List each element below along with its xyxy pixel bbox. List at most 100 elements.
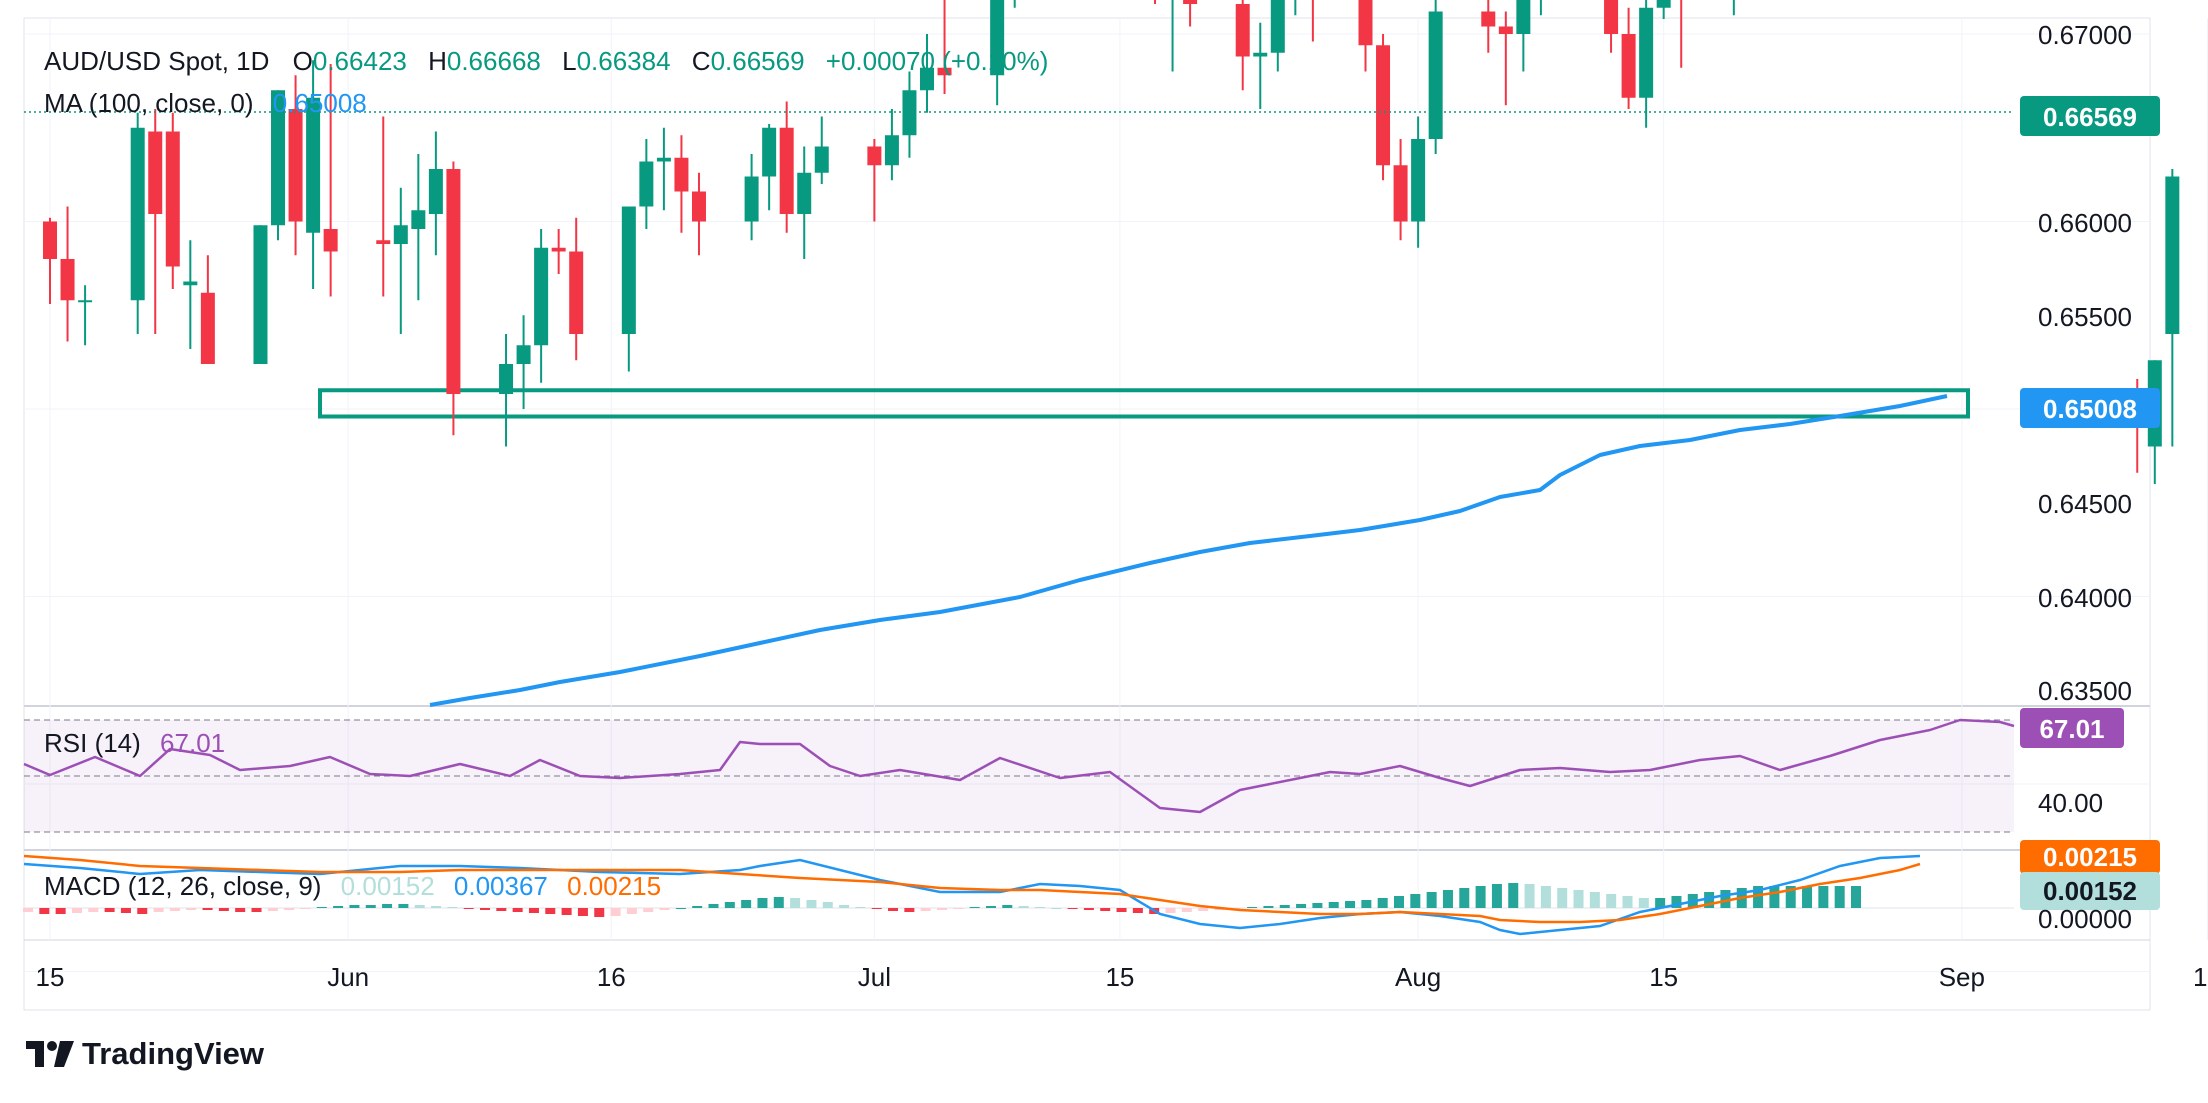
macd-zero-label: 0.00000 xyxy=(2038,904,2132,934)
candle xyxy=(920,34,934,113)
macd-histogram-bar xyxy=(137,908,148,914)
candle-body xyxy=(1183,0,1198,4)
candle xyxy=(1639,0,1654,128)
rsi-legend[interactable]: RSI (14) 67.01 xyxy=(44,728,225,759)
brand-name: TradingView xyxy=(82,1036,265,1071)
macd-legend[interactable]: MACD (12, 26, close, 9) 0.00152 0.00367 … xyxy=(44,871,661,902)
macd-legend-signal: 0.00215 xyxy=(567,871,662,901)
macd-histogram-bar xyxy=(773,897,784,908)
candle xyxy=(2165,169,2180,447)
candle xyxy=(1270,0,1285,72)
candle-body xyxy=(446,169,461,394)
candle xyxy=(516,315,531,409)
macd-histogram-bar xyxy=(626,908,637,914)
candle xyxy=(1171,0,1174,72)
candle-body xyxy=(990,0,1005,76)
macd-histogram-bar xyxy=(1655,898,1666,908)
macd-histogram-bar xyxy=(839,905,850,908)
macd-histogram-bar xyxy=(1638,898,1649,908)
macd-histogram-bar xyxy=(512,908,523,912)
open-label: O xyxy=(292,46,313,76)
macd-histogram-bar xyxy=(1328,902,1339,908)
candle xyxy=(1358,0,1373,72)
candle-body xyxy=(148,131,163,214)
tradingview-logo-icon xyxy=(26,1041,74,1067)
macd-histogram-bar xyxy=(496,908,507,911)
candle-body xyxy=(1376,45,1391,166)
candle xyxy=(499,334,514,447)
open-value: 0.66423 xyxy=(312,46,407,76)
symbol-title[interactable]: AUD/USD Spot, 1D xyxy=(44,46,270,76)
macd-histogram-bar xyxy=(1769,886,1780,908)
candle-body xyxy=(1621,34,1636,98)
macd-histogram-bar xyxy=(806,900,817,908)
candle xyxy=(621,206,636,372)
macd-histogram-bar xyxy=(251,908,262,912)
candle xyxy=(323,64,338,297)
candle-body xyxy=(920,67,934,91)
candle-body xyxy=(1656,0,1671,8)
candle xyxy=(762,124,777,211)
macd-histogram-bar xyxy=(1720,890,1731,908)
macd-histogram-bar xyxy=(71,908,82,913)
macd-histogram-bar xyxy=(333,906,344,908)
macd-histogram-bar xyxy=(937,908,947,910)
macd-histogram-bar xyxy=(757,898,768,908)
macd-histogram-bar xyxy=(267,908,278,911)
candle-body xyxy=(534,247,549,346)
macd-histogram-bar xyxy=(594,908,605,917)
ma-legend[interactable]: MA (100, close, 0) 0.65008 xyxy=(44,88,367,119)
candle-body xyxy=(499,364,514,394)
macd-hist-badge xyxy=(2020,872,2160,910)
macd-histogram-bar xyxy=(577,908,588,916)
macd-histogram-bar xyxy=(120,908,131,913)
candle xyxy=(78,285,93,346)
macd-histogram-bar xyxy=(871,908,882,909)
macd-histogram-bar xyxy=(545,908,556,914)
macd-histogram-bar xyxy=(675,908,686,909)
symbol-legend: AUD/USD Spot, 1D O0.66423 H0.66668 L0.66… xyxy=(44,46,1048,77)
macd-histogram-bar xyxy=(365,905,376,908)
macd-histogram-bar xyxy=(1100,908,1111,911)
close-label: C xyxy=(691,46,711,76)
macd-histogram-bar xyxy=(1410,894,1421,908)
candle-body xyxy=(867,146,882,166)
macd-histogram-bar xyxy=(855,907,866,908)
candle xyxy=(814,116,829,184)
rsi-line xyxy=(23,718,2015,814)
candle-body xyxy=(814,146,829,173)
candle xyxy=(797,146,812,259)
macd-signal-badge-label: 0.00215 xyxy=(2043,842,2137,872)
macd-histogram-bar xyxy=(1296,904,1307,908)
candle-body xyxy=(1481,11,1496,27)
candle xyxy=(411,154,426,301)
candle-body xyxy=(306,97,321,233)
macd-histogram-bar xyxy=(659,908,670,910)
candle xyxy=(1376,34,1391,181)
candle-body xyxy=(674,157,689,192)
tradingview-brand[interactable]: TradingView xyxy=(26,1036,264,1072)
candle-body xyxy=(884,135,899,166)
candle xyxy=(200,255,215,364)
candle-body xyxy=(639,161,654,207)
macd-histogram-bar xyxy=(643,908,654,912)
candle-body xyxy=(130,127,145,301)
macd-histogram-bar xyxy=(1263,906,1274,908)
candle-body xyxy=(2165,176,2180,334)
time-tick-label: 16 xyxy=(597,962,626,992)
time-tick-label: 15 xyxy=(1105,962,1134,992)
candle xyxy=(43,217,57,304)
macd-histogram-bar xyxy=(610,908,621,916)
macd-line xyxy=(23,854,1921,936)
macd-histogram-bar xyxy=(1540,886,1551,908)
macd-histogram-bar xyxy=(1589,892,1600,908)
candle-body xyxy=(411,210,426,229)
candle xyxy=(779,101,794,233)
candle xyxy=(253,225,268,364)
candle-body xyxy=(323,229,338,252)
macd-histogram-bar xyxy=(300,908,311,909)
candle xyxy=(446,161,461,436)
candle xyxy=(1516,0,1531,72)
